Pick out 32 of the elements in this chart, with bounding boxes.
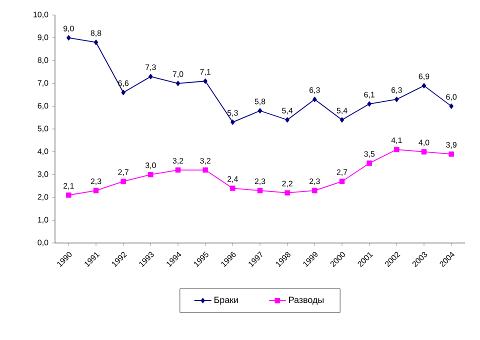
point — [366, 160, 372, 166]
point — [394, 96, 399, 102]
point — [422, 83, 426, 88]
point — [367, 101, 372, 107]
point — [121, 90, 126, 96]
point — [202, 167, 208, 173]
legend-label: Разводы — [289, 296, 324, 305]
point — [421, 149, 427, 154]
point — [312, 188, 318, 194]
point — [257, 188, 263, 194]
point — [284, 190, 290, 196]
point — [176, 80, 180, 86]
point — [93, 188, 99, 194]
point — [448, 151, 454, 157]
point — [449, 104, 454, 109]
point — [120, 178, 126, 184]
point — [230, 186, 236, 191]
point — [94, 40, 98, 45]
point — [340, 117, 344, 123]
point — [339, 178, 345, 184]
point — [258, 108, 262, 114]
point — [394, 146, 400, 152]
legend-label: Браки — [214, 296, 238, 305]
point — [148, 172, 154, 178]
point — [285, 117, 290, 123]
point — [148, 74, 153, 80]
point — [66, 35, 71, 40]
point — [66, 192, 72, 198]
point — [312, 96, 317, 102]
point — [175, 167, 181, 173]
point — [230, 120, 235, 125]
point — [203, 78, 208, 84]
